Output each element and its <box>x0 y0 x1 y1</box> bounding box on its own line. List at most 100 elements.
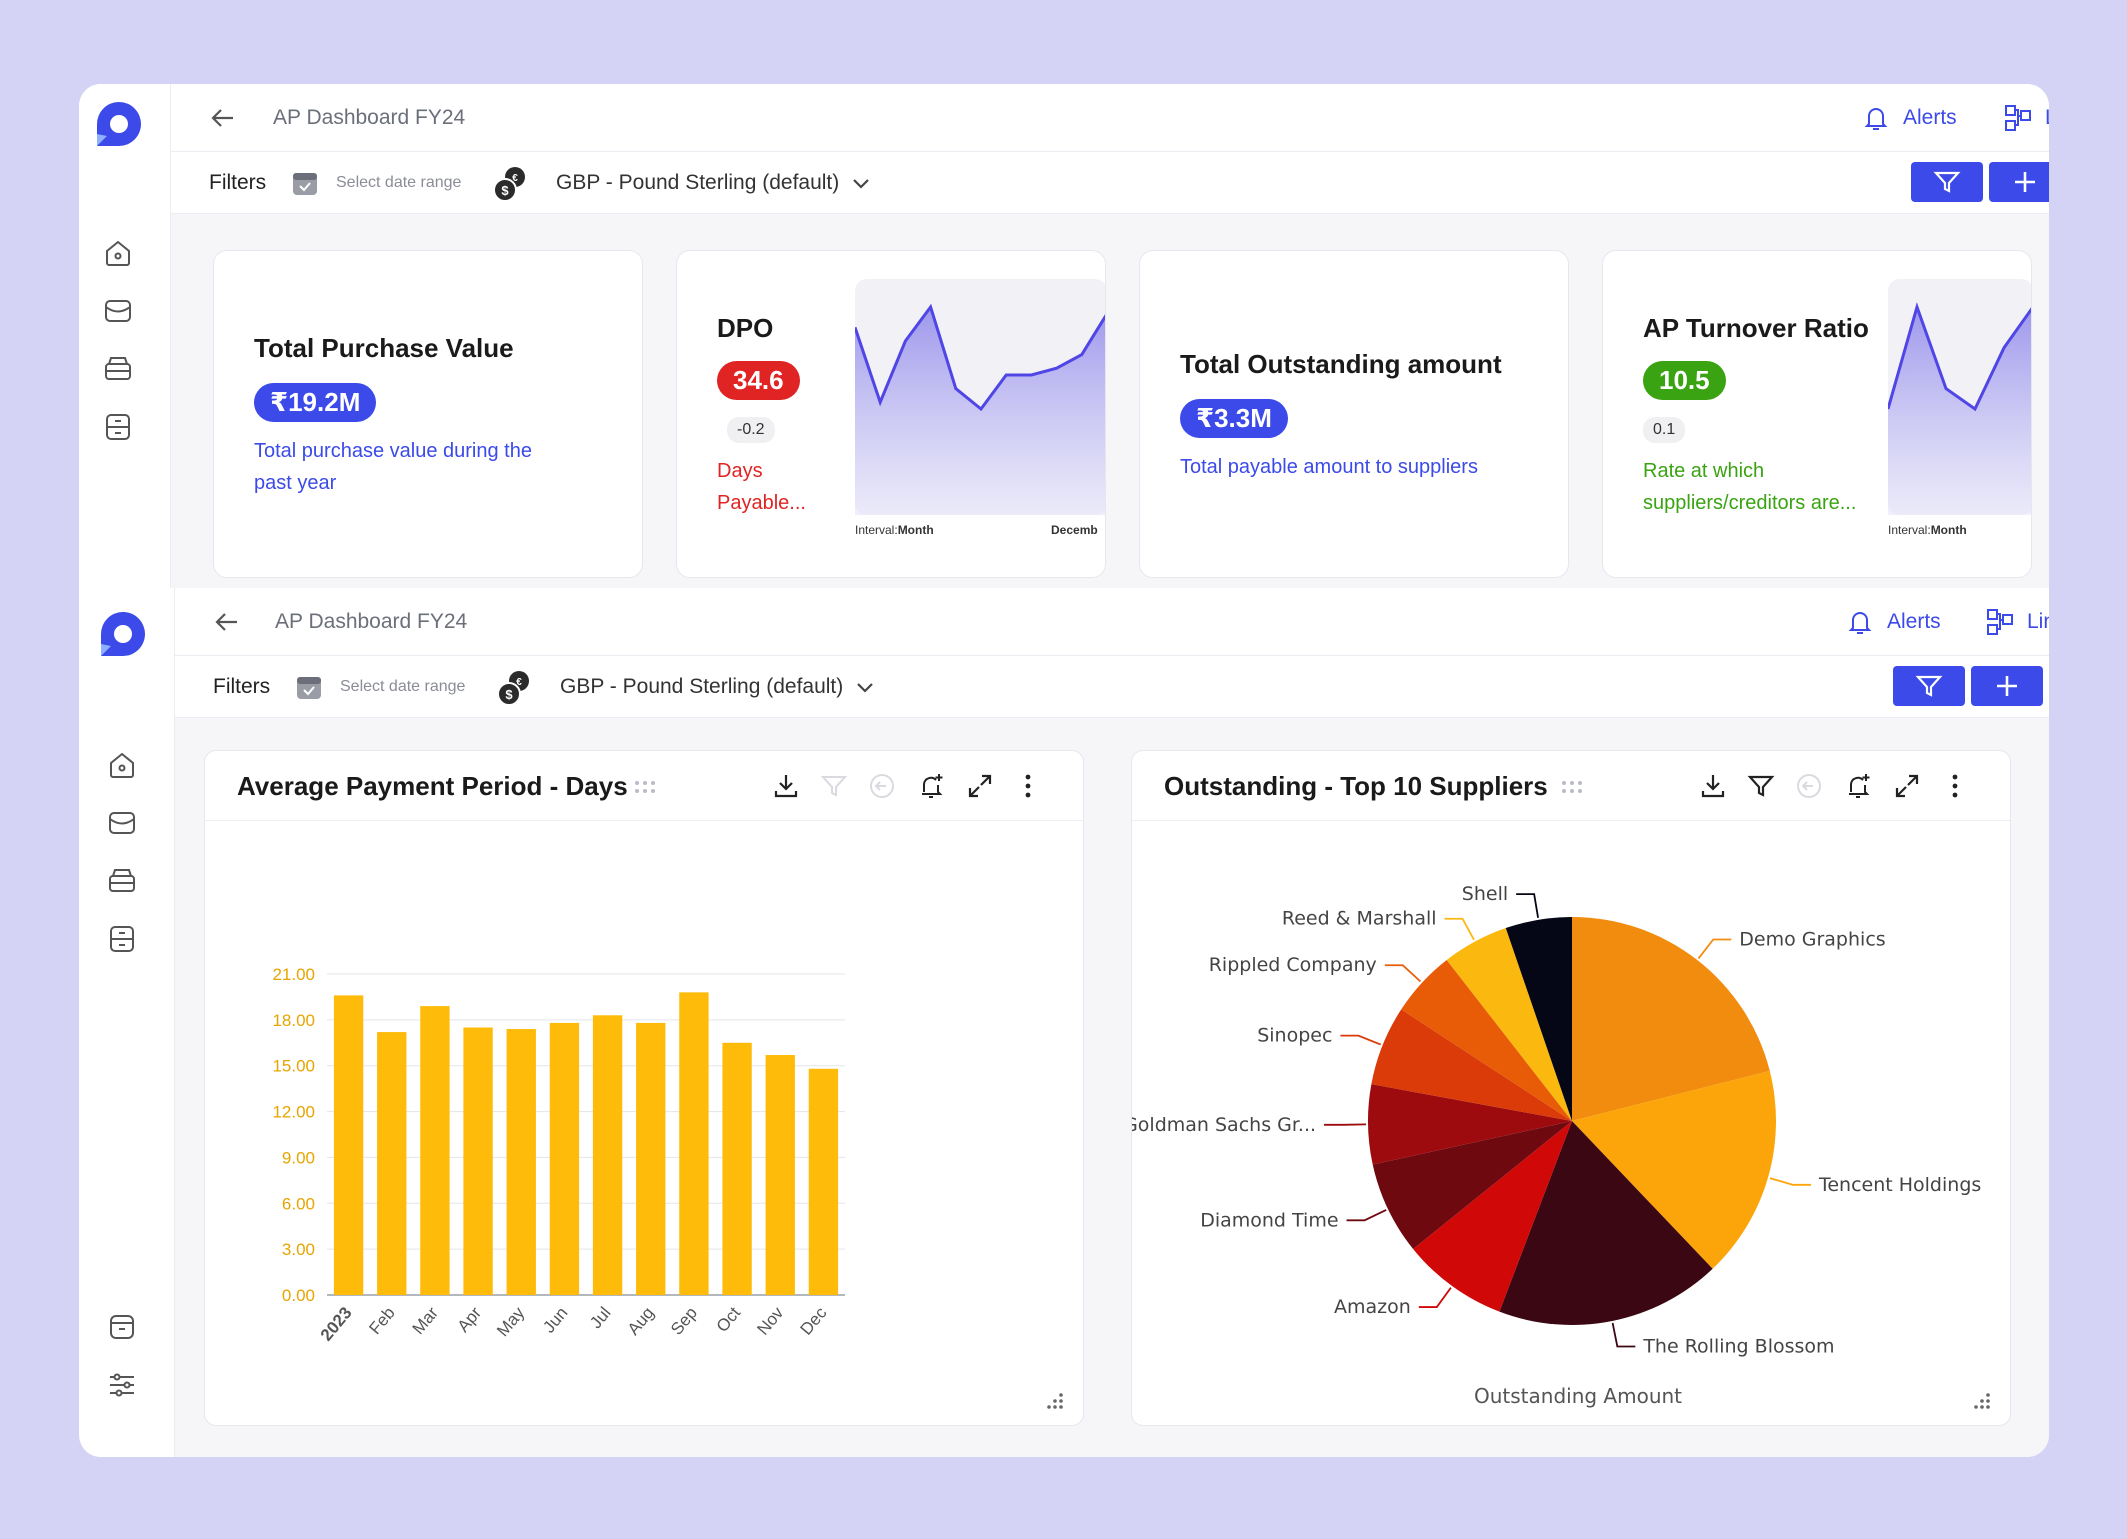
home-icon[interactable] <box>105 748 139 782</box>
drill-back-icon[interactable] <box>867 771 897 801</box>
alerts-label: Alerts <box>1887 610 1941 633</box>
chevron-down-icon[interactable] <box>849 171 873 195</box>
x-tick-label: 2023 <box>317 1303 356 1344</box>
pie-slice[interactable] <box>1572 1070 1776 1269</box>
database-icon[interactable] <box>105 1310 139 1344</box>
bar[interactable] <box>420 1006 450 1295</box>
app-logo-icon[interactable] <box>93 98 145 150</box>
drag-handle-icon[interactable] <box>1560 779 1584 795</box>
kpi-title: Total Purchase Value <box>254 333 514 363</box>
more-options-icon[interactable] <box>1013 771 1043 801</box>
kpi-card-total-purchase[interactable]: Total Purchase Value ₹19.2M Total purcha… <box>213 250 643 578</box>
archive-icon[interactable] <box>105 864 139 898</box>
sidebar <box>83 588 175 1457</box>
pie-label: Shell <box>1462 883 1508 905</box>
pie-leader-line <box>1769 1177 1811 1186</box>
date-range-input[interactable]: Select date range <box>340 678 466 695</box>
filter-button[interactable] <box>1911 162 1983 202</box>
settings-sliders-icon[interactable] <box>105 1368 139 1402</box>
bar[interactable] <box>592 1015 623 1295</box>
pie-slice[interactable] <box>1368 1084 1572 1165</box>
pie-caption: Outstanding Amount <box>1474 1384 1682 1408</box>
kpi-card-total-outstanding[interactable]: Total Outstanding amount ₹3.3M Total pay… <box>1139 250 1569 578</box>
alerts-button[interactable]: Alerts <box>1845 605 1941 639</box>
pie-chart: Demo Graphics Tencent Holdings The Rolling… <box>1132 883 1981 1408</box>
date-range-input[interactable]: Select date range <box>336 174 462 191</box>
pie-slice[interactable] <box>1413 1121 1572 1312</box>
x-tick-label: Mar <box>409 1303 443 1338</box>
expand-icon[interactable] <box>1892 771 1922 801</box>
download-icon[interactable] <box>771 771 801 801</box>
download-icon[interactable] <box>1698 771 1728 801</box>
chevron-down-icon[interactable] <box>853 675 877 699</box>
y-tick-label: 12.00 <box>272 1103 315 1122</box>
bar[interactable] <box>636 1022 666 1295</box>
x-tick-label: Jul <box>586 1303 615 1332</box>
bar[interactable] <box>377 1032 407 1295</box>
pie-slice[interactable] <box>1505 917 1572 1121</box>
lineage-button[interactable]: Lineage <box>1985 605 2049 639</box>
bar[interactable] <box>549 1022 580 1295</box>
calendar-icon[interactable] <box>291 169 319 197</box>
kpi-title: Total Outstanding amount <box>1180 349 1502 379</box>
storage-icon[interactable] <box>105 922 139 956</box>
pie-slice[interactable] <box>1371 1009 1572 1121</box>
bar[interactable] <box>722 1042 752 1295</box>
add-button[interactable] <box>1971 666 2043 706</box>
svg-text:€: € <box>512 173 518 184</box>
kpi-value-badge: 10.5 <box>1643 361 1726 400</box>
bell-icon <box>1848 612 1872 634</box>
bar[interactable] <box>463 1027 493 1296</box>
x-tick-label: Aug <box>624 1303 658 1338</box>
lineage-button[interactable]: Lineage <box>2003 101 2049 135</box>
add-alert-icon[interactable] <box>917 771 947 801</box>
pie-leader-line <box>1697 938 1732 959</box>
back-arrow-icon[interactable] <box>209 104 237 132</box>
currency-select[interactable]: GBP - Pound Sterling (default) <box>556 171 840 194</box>
calendar-icon[interactable] <box>295 673 323 701</box>
expand-icon[interactable] <box>965 771 995 801</box>
lineage-label: Lineage <box>2027 610 2049 633</box>
svg-text:$: $ <box>501 183 509 198</box>
pie-slice[interactable] <box>1572 917 1770 1121</box>
filter-icon[interactable] <box>819 771 849 801</box>
bar[interactable] <box>506 1029 536 1295</box>
page-title: AP Dashboard FY24 <box>273 106 466 129</box>
lineage-icon <box>2005 105 2031 131</box>
add-button[interactable] <box>1989 162 2049 202</box>
filter-icon[interactable] <box>1746 771 1776 801</box>
more-options-icon[interactable] <box>1940 771 1970 801</box>
inbox-icon[interactable] <box>105 806 139 840</box>
drill-back-icon[interactable] <box>1794 771 1824 801</box>
bar[interactable] <box>679 992 709 1295</box>
pie-label: Diamond Time <box>1200 1209 1338 1231</box>
alerts-button[interactable]: Alerts <box>1861 101 1957 135</box>
add-alert-icon[interactable] <box>1844 771 1874 801</box>
pie-slice[interactable] <box>1401 960 1572 1121</box>
home-icon[interactable] <box>101 236 135 270</box>
inbox-icon[interactable] <box>101 294 135 328</box>
storage-icon[interactable] <box>101 410 135 444</box>
top-bar: AP Dashboard FY24 Alerts Lineage <box>175 588 2049 656</box>
back-arrow-icon[interactable] <box>213 608 241 636</box>
axis-end-label: Decemb <box>1051 523 1098 537</box>
app-logo-icon[interactable] <box>97 608 149 660</box>
filter-button[interactable] <box>1893 666 1965 706</box>
kpi-card-ap-turnover[interactable]: AP Turnover Ratio 10.5 0.1 Rate at which… <box>1602 250 2032 578</box>
pie-leader-line <box>1611 1322 1636 1348</box>
kpi-description: Rate at which suppliers/creditors are... <box>1643 460 1857 514</box>
bar[interactable] <box>765 1055 795 1295</box>
pie-slice[interactable] <box>1499 1121 1713 1325</box>
pie-label: The Rolling Blossom <box>1642 1335 1834 1357</box>
archive-icon[interactable] <box>101 352 135 386</box>
resize-handle-icon[interactable] <box>1045 1391 1065 1411</box>
resize-handle-icon[interactable] <box>1972 1391 1992 1411</box>
pie-slice[interactable] <box>1446 928 1572 1121</box>
kpi-card-dpo[interactable]: DPO 34.6 -0.2 Days Payable... Interval:M… <box>676 250 1106 578</box>
pie-leader-line <box>1444 917 1475 941</box>
drag-handle-icon[interactable] <box>633 779 657 795</box>
currency-select[interactable]: GBP - Pound Sterling (default) <box>560 675 844 698</box>
bar[interactable] <box>808 1068 839 1295</box>
bar[interactable] <box>333 995 364 1295</box>
pie-slice[interactable] <box>1372 1121 1572 1249</box>
